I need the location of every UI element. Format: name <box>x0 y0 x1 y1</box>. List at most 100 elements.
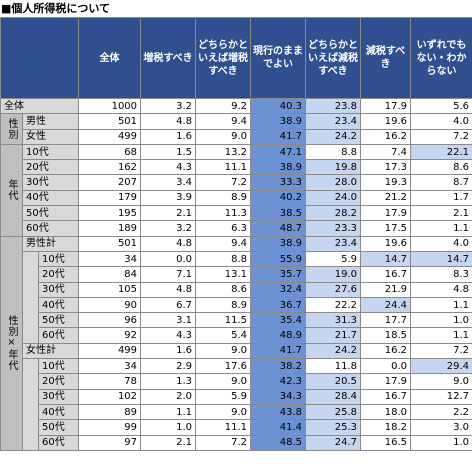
row-label: 20代 <box>21 159 80 176</box>
data-cell: 16.2 <box>360 342 412 360</box>
data-cell: 24.7 <box>305 434 362 451</box>
data-cell: 21.2 <box>360 189 412 207</box>
data-cell: 179 <box>78 189 142 207</box>
data-cell: 1.0 <box>410 434 472 451</box>
data-cell: 9.0 <box>410 373 472 390</box>
table-row: 20代 162 4.3 11.1 38.9 19.8 17.3 8.6 <box>1 159 472 176</box>
data-cell: 38.2 <box>250 358 307 375</box>
row-label: 全体 <box>0 97 80 115</box>
data-cell: 22.1 <box>410 143 472 161</box>
data-cell: 207 <box>78 174 142 191</box>
data-cell: 4.3 <box>140 327 197 344</box>
data-cell: 4.8 <box>140 235 197 252</box>
table-row: 40代 90 6.7 8.9 36.7 22.2 24.4 1.1 <box>1 296 472 314</box>
data-cell: 38.9 <box>250 159 307 176</box>
data-cell: 28.4 <box>305 388 362 405</box>
column-header: 現行のままでよい <box>250 17 307 99</box>
data-cell: 23.4 <box>305 235 362 252</box>
data-cell: 195 <box>78 205 142 222</box>
indent <box>22 250 39 344</box>
row-label: 50代 <box>37 419 80 436</box>
data-cell: 8.7 <box>410 174 472 191</box>
data-cell: 501 <box>78 113 142 130</box>
data-cell: 13.1 <box>195 266 252 283</box>
data-cell: 14.7 <box>410 250 472 268</box>
group-label: 性別×年代 <box>0 235 23 451</box>
data-cell: 35.7 <box>250 266 307 283</box>
data-cell: 2.1 <box>410 205 472 222</box>
column-header: 減税すべき <box>360 17 412 99</box>
data-cell: 8.6 <box>410 159 472 176</box>
row-label: 男性計 <box>21 235 80 252</box>
data-cell: 23.3 <box>305 220 362 237</box>
row-label: 10代 <box>37 250 80 268</box>
data-cell: 25.3 <box>305 419 362 436</box>
row-label: 60代 <box>21 220 80 237</box>
data-cell: 21.9 <box>360 281 412 298</box>
data-cell: 1.1 <box>410 296 472 314</box>
data-cell: 21.7 <box>305 327 362 344</box>
data-cell: 9.0 <box>195 342 252 360</box>
data-cell: 17.6 <box>195 358 252 375</box>
row-label: 40代 <box>37 296 80 314</box>
data-cell: 48.9 <box>250 327 307 344</box>
data-cell: 24.2 <box>305 342 362 360</box>
data-cell: 22.2 <box>305 296 362 314</box>
data-cell: 4.8 <box>140 113 197 130</box>
row-label: 10代 <box>21 143 80 161</box>
data-cell: 29.4 <box>410 358 472 375</box>
table-row: 60代 189 3.2 6.3 48.7 23.3 17.5 1.1 <box>1 220 472 237</box>
data-cell: 1.1 <box>140 403 197 421</box>
data-cell: 1.1 <box>410 220 472 237</box>
data-cell: 19.6 <box>360 235 412 252</box>
data-cell: 12.7 <box>410 388 472 405</box>
group-label: 性別 <box>0 113 23 145</box>
table-row: 女性計 499 1.6 9.0 41.7 24.2 16.2 7.2 <box>1 342 472 360</box>
data-cell: 41.7 <box>250 342 307 360</box>
data-cell: 19.6 <box>360 113 412 130</box>
data-cell: 48.5 <box>250 434 307 451</box>
data-cell: 2.2 <box>410 403 472 421</box>
data-cell: 9.0 <box>195 373 252 390</box>
data-cell: 3.9 <box>140 189 197 207</box>
data-cell: 17.7 <box>360 312 412 329</box>
data-cell: 19.0 <box>305 266 362 283</box>
data-cell: 11.1 <box>195 159 252 176</box>
table-row: 50代 96 3.1 11.5 35.4 31.3 17.7 1.0 <box>1 312 472 329</box>
title: ■個人所得税について <box>1 2 111 15</box>
data-cell: 92 <box>78 327 142 344</box>
data-cell: 40.3 <box>250 97 307 115</box>
data-cell: 28.2 <box>305 205 362 222</box>
data-cell: 11.3 <box>195 205 252 222</box>
table-row: 性別×年代 男性計 501 4.8 9.4 38.9 23.4 19.6 4.0 <box>0 235 472 451</box>
data-cell: 5.9 <box>305 250 362 268</box>
table-row: 年代 10代 68 1.5 13.2 47.1 8.8 7.4 22.1 <box>0 143 472 237</box>
data-cell: 40.2 <box>250 189 307 207</box>
table-row: 10代 34 2.9 17.6 38.2 11.8 0.0 29.4 <box>1 358 472 451</box>
table-row: 30代 105 4.8 8.6 32.4 27.6 21.9 4.8 <box>1 281 472 298</box>
table-row: 50代 99 1.0 11.1 41.4 25.3 18.2 3.0 <box>1 419 472 436</box>
data-cell: 1.3 <box>140 373 197 390</box>
data-cell: 18.2 <box>360 419 412 436</box>
data-cell: 8.8 <box>195 250 252 268</box>
data-cell: 27.6 <box>305 281 362 298</box>
data-cell: 1.1 <box>410 327 472 344</box>
data-cell: 16.7 <box>360 266 412 283</box>
data-cell: 2.1 <box>140 434 197 451</box>
data-cell: 43.8 <box>250 403 307 421</box>
data-cell: 9.4 <box>195 113 252 130</box>
column-header: いずれでもない・わからない <box>410 17 472 99</box>
data-cell: 41.4 <box>250 419 307 436</box>
data-cell: 78 <box>78 373 142 390</box>
data-cell: 4.0 <box>410 235 472 252</box>
row-label: 男性 <box>21 113 80 130</box>
data-cell: 31.3 <box>305 312 362 329</box>
header-row: 全体 増税すべき どちらかといえば増税すべき 現行のままでよい どちらかといえば減税すべ… <box>0 17 472 99</box>
data-cell: 3.2 <box>140 97 197 115</box>
table-row: 20代 84 7.1 13.1 35.7 19.0 16.7 8.3 <box>1 266 472 283</box>
data-cell: 16.2 <box>360 128 412 145</box>
data-cell: 13.2 <box>195 143 252 161</box>
data-cell: 3.2 <box>140 220 197 237</box>
data-cell: 38.9 <box>250 235 307 252</box>
data-cell: 42.3 <box>250 373 307 390</box>
